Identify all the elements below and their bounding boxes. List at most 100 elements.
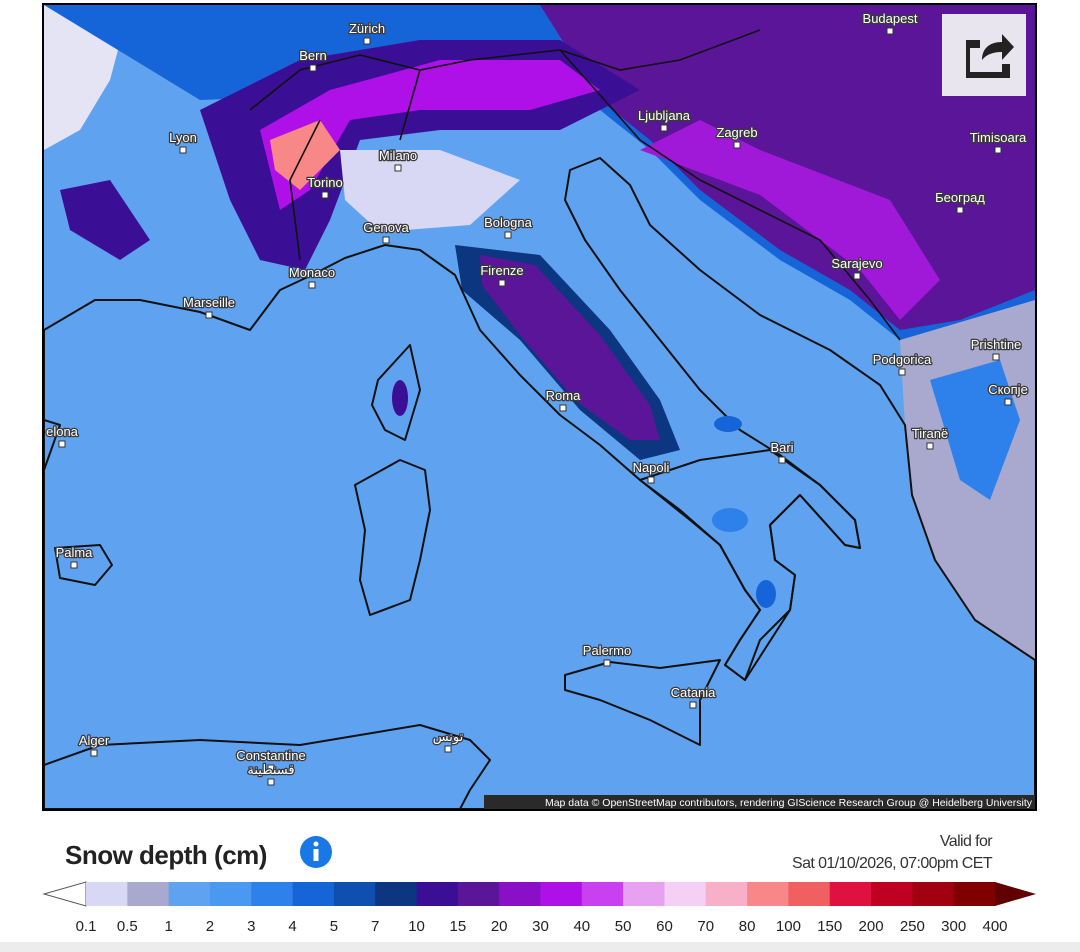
city-label: Zagreb [716, 125, 757, 140]
legend-swatch [251, 882, 294, 906]
border [249, 29, 901, 341]
legend-swatch [705, 882, 748, 906]
city-marker [205, 311, 213, 319]
city-marker [1004, 398, 1012, 406]
legend-swatch [912, 882, 955, 906]
legend-swatch [788, 882, 831, 906]
city-marker [382, 236, 390, 244]
legend-tick-label: 30 [532, 918, 549, 935]
legend-tick-label: 400 [982, 918, 1007, 935]
city-label: Budapest [863, 11, 918, 26]
city-label: Monaco [289, 265, 335, 280]
legend-swatch [499, 882, 541, 906]
city-label: Palermo [583, 643, 631, 658]
city-marker [992, 353, 1000, 361]
legend-swatch [292, 882, 335, 906]
attribution-bar [484, 795, 1035, 809]
snow-area [480, 255, 660, 440]
legend-swatch [829, 882, 872, 906]
legend-swatch [747, 882, 789, 906]
city-label: Torino [307, 175, 342, 190]
city-label: Palma [56, 545, 94, 560]
snow-area [756, 580, 776, 608]
legend-swatch [375, 882, 418, 906]
city-marker [886, 27, 894, 35]
legend-tick-label: 3 [247, 918, 255, 935]
info-icon-dot [313, 841, 319, 847]
city-marker [58, 440, 66, 448]
city-label: Alger [79, 733, 110, 748]
city-label: Ljubljana [638, 108, 691, 123]
city-marker [689, 701, 697, 709]
map: Zürich Bern Budapest Lyon Milano Torino Ljublj… [44, 5, 1035, 809]
city-label: Milano [379, 148, 417, 163]
valid-time: Sat 01/10/2026, 07:00pm CET [792, 855, 993, 872]
city-label: Sarajevo [831, 256, 882, 271]
legend-tick-label: 70 [697, 918, 714, 935]
city-label: Constantine [236, 748, 305, 763]
snow-area [640, 120, 940, 320]
legend-tick-label: 1 [164, 918, 172, 935]
city-marker [660, 124, 668, 132]
legend-over-arrow [995, 882, 1036, 906]
share-button[interactable] [942, 14, 1026, 96]
legend-title: Snow depth (cm) [65, 840, 267, 870]
city-marker [179, 146, 187, 154]
legend-tick-label: 15 [450, 918, 467, 935]
snow-area [712, 508, 748, 532]
snow-area [392, 380, 408, 416]
info-icon-bar [313, 849, 319, 861]
legend-tick-label: 5 [330, 918, 338, 935]
city-label: Catania [671, 685, 717, 700]
city-marker [733, 141, 741, 149]
city-marker [898, 368, 906, 376]
city-label: Bari [770, 440, 793, 455]
legend-swatch [209, 882, 252, 906]
legend-swatch [871, 882, 913, 906]
city-marker [308, 281, 316, 289]
city-label: Zürich [349, 21, 385, 36]
city-marker [321, 191, 329, 199]
city-marker [956, 206, 964, 214]
city-marker [559, 404, 567, 412]
legend-tick-label: 0.5 [117, 918, 138, 935]
city-label: Genova [363, 220, 409, 235]
legend-swatch [168, 882, 211, 906]
city-label: Roma [546, 388, 581, 403]
legend-tick-label: 20 [491, 918, 508, 935]
share-icon [982, 34, 1014, 60]
legend-tick-label: 250 [900, 918, 925, 935]
snow-area [930, 360, 1020, 500]
city-marker [309, 64, 317, 72]
snow-area [340, 150, 520, 232]
snow-area [60, 180, 150, 260]
city-label: Podgorica [873, 352, 932, 367]
legend-swatch [457, 882, 500, 906]
legend-tick-label: 0.1 [76, 918, 97, 935]
city-marker [994, 146, 1002, 154]
info-button[interactable] [300, 836, 332, 868]
island [54, 544, 113, 586]
city-label: Bologna [484, 215, 532, 230]
legend-swatch [86, 882, 128, 906]
city-label: elona [46, 424, 79, 439]
city-marker [647, 476, 655, 484]
city-label: Napoli [633, 460, 670, 475]
city-label: Timisoara [970, 130, 1027, 145]
city-marker [498, 279, 506, 287]
legend-tick-label: 10 [408, 918, 425, 935]
city-label: Београд [935, 190, 985, 205]
legend-tick-label: 4 [288, 918, 296, 935]
city-marker [90, 749, 98, 757]
legend-under-arrow [42, 881, 87, 907]
city-marker [363, 37, 371, 45]
legend-tick-label: 200 [859, 918, 884, 935]
legend-swatch [664, 882, 707, 906]
map-frame [42, 3, 1037, 811]
city-marker [778, 456, 786, 464]
city-label: Firenze [480, 263, 523, 278]
legend-tick-label: 100 [776, 918, 801, 935]
legend: 0.1 0.5 1 2 3 4 5 7 10 15 20 30 40 50 60 70 80 100 150 200 2… [42, 881, 1036, 935]
